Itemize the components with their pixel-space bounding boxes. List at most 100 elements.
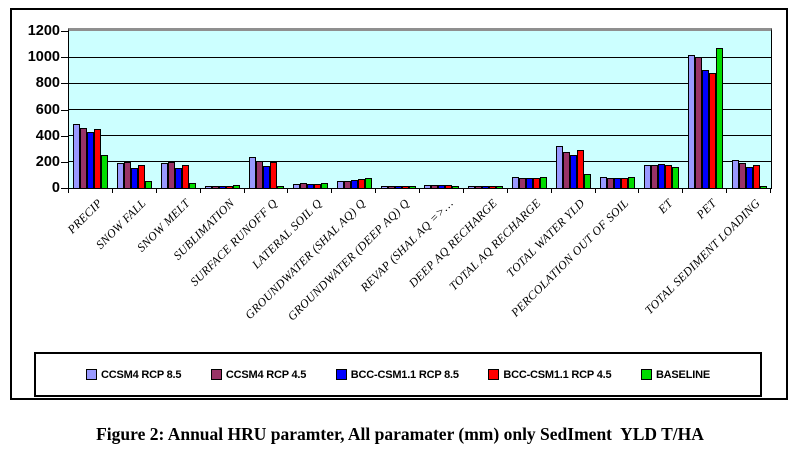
bar [657, 164, 665, 188]
x-category-label: ET [655, 196, 676, 217]
legend-item: BASELINE [640, 368, 710, 381]
bar [357, 179, 365, 188]
bar [255, 161, 263, 188]
legend-swatch-icon [86, 369, 97, 380]
bar [145, 181, 153, 188]
x-tick-mark [155, 189, 157, 193]
x-tick-mark [375, 189, 377, 193]
bar [431, 185, 439, 188]
bar [299, 183, 307, 188]
bar [613, 178, 621, 188]
bar [205, 186, 213, 188]
bar [701, 70, 709, 188]
bar [627, 177, 635, 188]
legend-swatch-icon [210, 369, 222, 380]
bar [438, 185, 446, 188]
bar [276, 186, 284, 188]
bar [452, 186, 460, 188]
x-category-label: PRECIP [64, 196, 106, 237]
bar-group [157, 162, 201, 188]
bar [226, 186, 234, 188]
bar [533, 178, 541, 188]
x-tick-mark [111, 189, 113, 193]
bar [752, 165, 760, 188]
legend-swatch-icon [640, 369, 652, 380]
x-tick-mark [331, 189, 333, 193]
bar-group [508, 177, 552, 188]
x-tick-mark [287, 189, 289, 193]
bar [708, 73, 716, 188]
bar [738, 163, 746, 188]
bar-group [639, 164, 683, 188]
bar [664, 165, 672, 188]
gridline [69, 109, 771, 110]
legend-label: CCSM4 RCP 8.5 [101, 368, 182, 381]
y-tick-mark [61, 161, 68, 163]
bar [117, 163, 125, 188]
x-tick-mark [550, 189, 552, 193]
y-tick-label: 0 [51, 180, 60, 196]
bar-group [376, 186, 420, 188]
gridline [69, 82, 771, 84]
bar [731, 160, 739, 188]
gridline [69, 135, 771, 137]
y-tick-mark [61, 188, 68, 189]
bar [364, 178, 372, 188]
bar-group [464, 186, 508, 188]
bar-group [683, 48, 727, 188]
bar-group [245, 157, 289, 188]
bar [577, 150, 585, 188]
bar-group [332, 178, 376, 188]
bar [599, 177, 607, 188]
bar [124, 162, 132, 188]
bar [715, 48, 723, 188]
bar [526, 178, 534, 188]
gridline [69, 56, 771, 58]
legend-item: BCC-CSM1.1 RCP 8.5 [335, 369, 459, 381]
bar [182, 165, 190, 188]
bar [745, 167, 753, 188]
bar [445, 185, 453, 188]
bar-group [596, 177, 640, 188]
x-tick-mark [199, 189, 201, 193]
bar [643, 165, 651, 188]
bar [540, 177, 548, 188]
bar [94, 129, 102, 188]
bar [408, 186, 416, 188]
bar [475, 186, 483, 188]
x-tick-mark [462, 189, 464, 193]
gridline [69, 161, 771, 163]
bar [759, 186, 767, 188]
bar [138, 165, 146, 188]
bar [343, 181, 351, 188]
chart-frame: 0 200 400 600 800 1000 1200 PRECIP SNOW FALL SNO… [10, 8, 788, 400]
x-category-label: PET [693, 196, 720, 222]
bar [80, 128, 88, 188]
bar [424, 185, 432, 188]
y-tick-mark [61, 31, 68, 32]
x-tick-mark [68, 189, 69, 193]
bar [73, 124, 81, 188]
bar [212, 186, 220, 188]
bar [489, 186, 497, 188]
x-tick-mark [419, 189, 420, 193]
y-tick-label: 600 [35, 101, 60, 118]
y-tick-mark [61, 57, 68, 59]
bar-group [552, 146, 596, 188]
bar [394, 186, 402, 188]
bar [320, 183, 328, 188]
bar [161, 163, 169, 188]
bar [387, 186, 395, 188]
bar [563, 152, 571, 188]
legend-item: CCSM4 RCP 8.5 [86, 368, 182, 381]
legend-label: BASELINE [655, 368, 710, 381]
bar [519, 178, 527, 188]
legend-item: BCC-CSM1.1 RCP 4.5 [488, 369, 612, 381]
bar [233, 185, 241, 188]
bar-group [420, 185, 464, 188]
y-tick-label: 400 [35, 127, 60, 144]
bar [175, 168, 183, 188]
y-tick-mark [61, 109, 68, 111]
bar [650, 165, 658, 188]
bar [292, 184, 300, 188]
